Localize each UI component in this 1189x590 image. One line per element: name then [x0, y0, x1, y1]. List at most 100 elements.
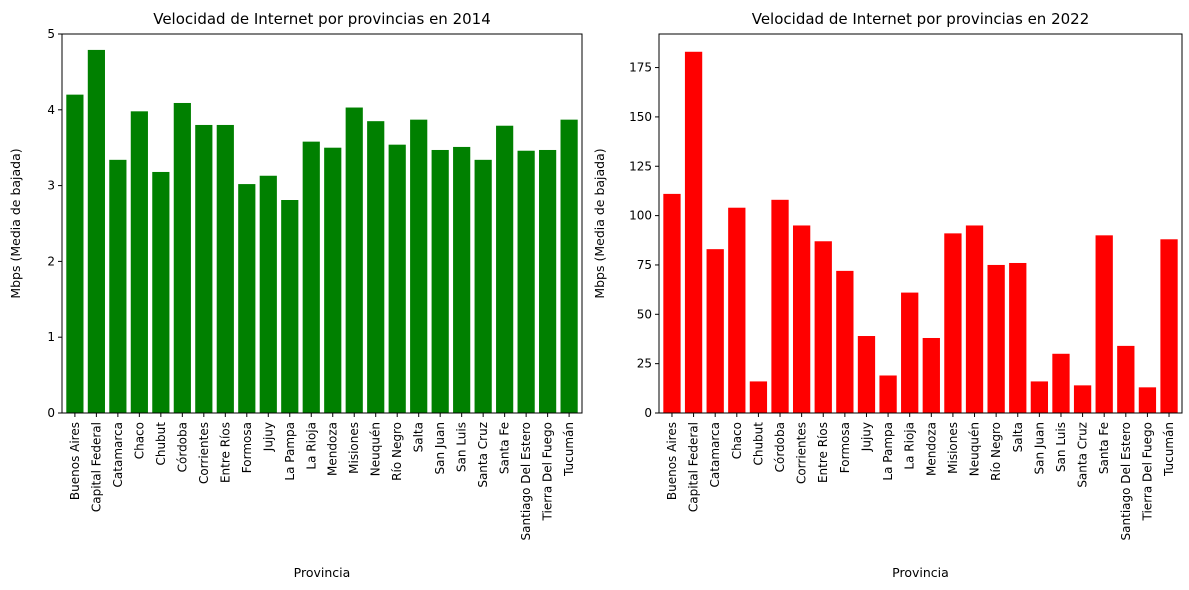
bar-16: [987, 264, 1005, 413]
y-tick-label: 25: [637, 357, 652, 371]
y-tick-label: 5: [47, 27, 55, 41]
x-tick-label: La Pampa: [881, 422, 895, 481]
bar-13: [324, 147, 342, 413]
x-tick-label: Santa Fe: [1097, 422, 1111, 474]
x-tick-label: Entre Ríos: [816, 422, 830, 483]
x-tick-label: San Juan: [1032, 422, 1046, 475]
bar-23: [539, 149, 557, 413]
y-tick-label: 125: [629, 159, 652, 173]
y-tick-label: 3: [47, 179, 55, 193]
bar-11: [281, 200, 299, 413]
plot-frame: [658, 33, 1183, 414]
x-tick-label: La Rioja: [903, 422, 917, 470]
y-tick-label: 0: [47, 406, 55, 420]
x-tick-label: Chaco: [132, 422, 146, 459]
x-tick-label: Jujuy: [261, 422, 275, 452]
bar-21: [1095, 235, 1113, 413]
y-tick-label: 1: [47, 330, 55, 344]
x-tick-label: Córdoba: [773, 422, 787, 472]
x-tick-label: Entre Ríos: [218, 422, 232, 483]
bar-22: [1117, 345, 1135, 413]
x-tick-label: Río Negro: [390, 422, 404, 481]
bar-14: [944, 233, 962, 413]
bar-12: [302, 141, 320, 413]
bar-3: [109, 159, 127, 413]
x-tick-label: Tierra Del Fuego: [541, 422, 555, 521]
bar-19: [1052, 353, 1070, 413]
bar-1: [66, 94, 84, 413]
x-tick-label: Santa Cruz: [1076, 422, 1090, 488]
y-axis-label: Mbps (Media de bajada): [592, 148, 607, 298]
bar-17: [410, 119, 428, 414]
x-tick-label: Tucumán: [562, 422, 576, 477]
x-tick-label: Formosa: [240, 422, 254, 473]
bar-2: [684, 51, 703, 414]
bar-12: [901, 292, 919, 413]
bar-7: [195, 124, 213, 414]
bar-3: [706, 249, 724, 413]
bar-6: [771, 199, 789, 413]
chart-title: Velocidad de Internet por provincias en …: [752, 10, 1090, 28]
x-tick-label: Corrientes: [197, 422, 211, 484]
x-tick-label: Chubut: [751, 422, 765, 466]
y-tick-label: 100: [629, 209, 652, 223]
bar-19: [453, 146, 471, 413]
x-tick-label: La Rioja: [304, 422, 318, 470]
bar-2: [87, 49, 105, 414]
x-tick-label: Misiones: [946, 422, 960, 474]
x-tick-label: Mendoza: [326, 422, 340, 476]
y-tick-label: 75: [637, 258, 652, 272]
y-tick-label: 2: [47, 254, 55, 268]
bar-24: [1160, 239, 1178, 413]
x-tick-label: Tucumán: [1162, 422, 1176, 477]
x-tick-label: Santiago Del Estero: [519, 422, 533, 540]
x-tick-label: Misiones: [347, 422, 361, 474]
bar-18: [431, 149, 449, 413]
bar-15: [367, 121, 385, 414]
x-tick-label: Mendoza: [924, 422, 938, 476]
x-tick-label: Chubut: [154, 422, 168, 466]
x-tick-label: San Juan: [433, 422, 447, 475]
x-axis-label: Provincia: [892, 565, 949, 580]
x-tick-label: Catamarca: [708, 422, 722, 487]
bar-4: [728, 207, 746, 413]
x-tick-label: Santa Fe: [498, 422, 512, 474]
y-tick-label: 150: [629, 110, 652, 124]
bar-6: [173, 102, 191, 413]
chart-2014: 0 1 2 3 4 5 Buenos Aires Capital Federal Catamar…: [8, 10, 583, 580]
bar-21: [496, 125, 514, 413]
x-tick-label: La Pampa: [283, 422, 297, 481]
bar-23: [1138, 387, 1157, 413]
bar-20: [1073, 385, 1092, 413]
bar-10: [857, 336, 876, 413]
x-tick-label: Capital Federal: [687, 422, 701, 512]
x-tick-label: Salta: [412, 422, 426, 452]
x-tick-label: Santa Cruz: [476, 422, 490, 488]
bar-5: [152, 171, 170, 413]
bar-20: [474, 159, 492, 413]
x-tick-label: Río Negro: [989, 422, 1003, 481]
x-tick-label: Chaco: [730, 422, 744, 459]
bar-8: [216, 124, 234, 414]
y-tick-label: 0: [644, 406, 652, 420]
y-axis-label: Mbps (Media de bajada): [8, 148, 23, 298]
x-tick-label: Santiago Del Estero: [1119, 422, 1133, 540]
bar-7: [792, 225, 811, 413]
x-tick-label: Capital Federal: [89, 422, 103, 512]
x-tick-label: San Luis: [1054, 422, 1068, 472]
bar-8: [814, 241, 832, 413]
bar-22: [517, 150, 535, 414]
bar-4: [130, 111, 148, 413]
bar-10: [259, 175, 277, 413]
bar-5: [749, 381, 768, 413]
x-tick-label: Catamarca: [111, 422, 125, 487]
chart-title: Velocidad de Internet por provincias en …: [153, 10, 491, 28]
bar-1: [663, 193, 681, 413]
x-tick-label: Jujuy: [859, 422, 873, 452]
bar-9: [836, 270, 854, 414]
bar-17: [1009, 262, 1027, 413]
x-tick-label: San Luis: [455, 422, 469, 472]
x-tick-label: Formosa: [838, 422, 852, 473]
x-tick-label: Salta: [1011, 422, 1025, 452]
